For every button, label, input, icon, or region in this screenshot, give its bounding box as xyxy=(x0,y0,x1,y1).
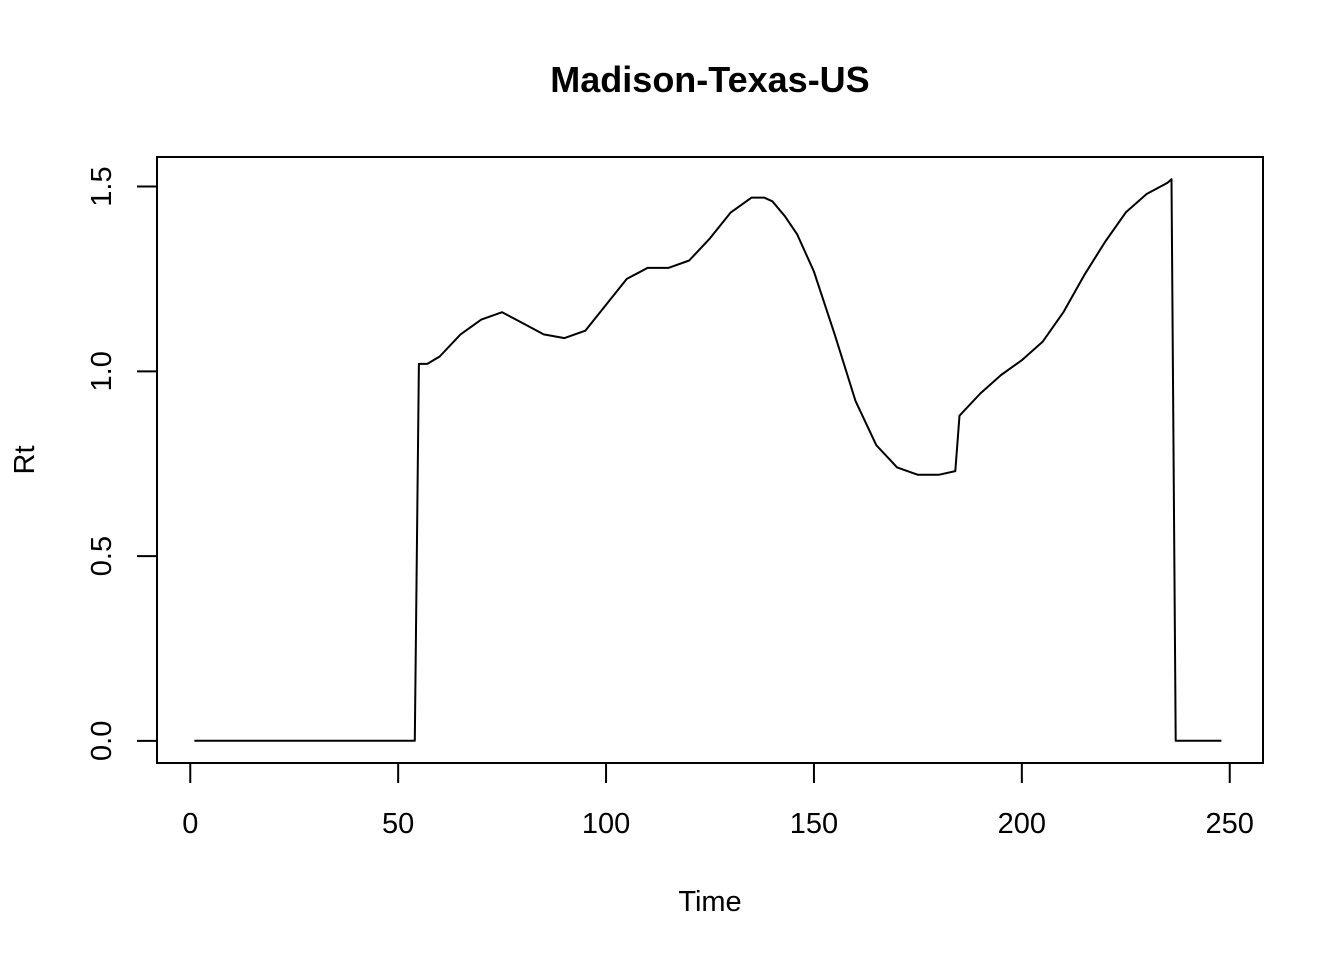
rt-series-line xyxy=(194,178,1222,742)
x-tick-label: 50 xyxy=(382,808,414,840)
x-tick-label: 200 xyxy=(998,808,1046,840)
chart-title: Madison-Texas-US xyxy=(550,59,869,100)
x-tick-label: 250 xyxy=(1206,808,1254,840)
x-axis: 0 50 100 150 200 250 xyxy=(182,762,1254,840)
y-tick-label: 0.0 xyxy=(86,721,118,761)
y-axis: 0.0 0.5 1.0 1.5 xyxy=(86,166,158,761)
x-tick-label: 0 xyxy=(182,808,198,840)
y-tick-label: 1.5 xyxy=(86,166,118,206)
x-axis-label: Time xyxy=(678,886,741,918)
y-tick-label: 0.5 xyxy=(86,536,118,576)
x-tick-label: 100 xyxy=(582,808,630,840)
x-tick-label: 150 xyxy=(790,808,838,840)
y-axis-label: Rt xyxy=(9,446,41,475)
plot-frame xyxy=(156,156,1264,764)
y-tick-label: 1.0 xyxy=(86,351,118,391)
